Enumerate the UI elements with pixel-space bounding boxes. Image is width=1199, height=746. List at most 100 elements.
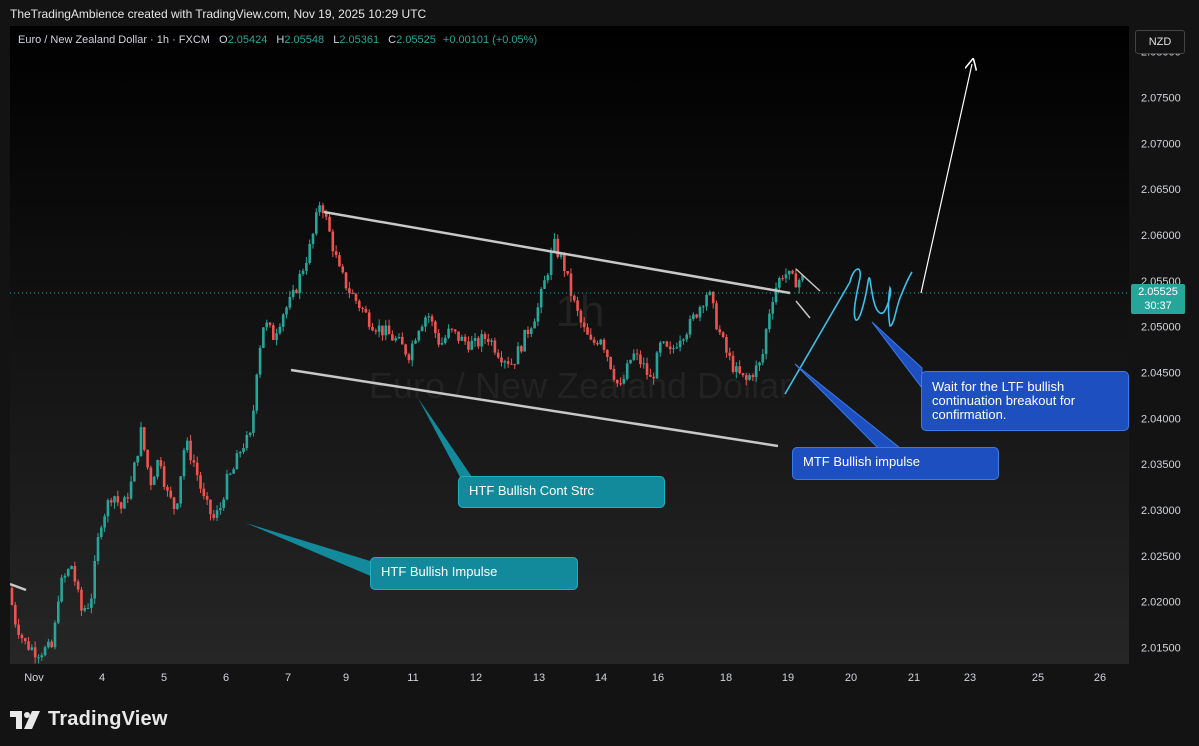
candle-body (338, 255, 341, 267)
candle-body (199, 475, 202, 489)
candle-body (490, 340, 493, 342)
chart-svg[interactable]: 1h Euro / New Zealand Dollar 2.080002.07… (9, 26, 1189, 690)
header-text: TheTradingAmbience created with TradingV… (10, 7, 427, 21)
candle-body (407, 354, 411, 361)
candle-body (430, 316, 434, 322)
candle-body (731, 355, 735, 372)
callout-mtf-impulse[interactable]: MTF Bullish impulse (792, 447, 999, 480)
candle-body (420, 326, 424, 331)
candle-body (486, 338, 490, 342)
price-tick-label: 2.03500 (1141, 459, 1181, 471)
candle-body (133, 462, 136, 482)
candle-body (189, 440, 192, 461)
candle-body (529, 328, 533, 334)
candle-body (192, 460, 196, 463)
time-axis[interactable]: Nov 4 5 6 7 9 11 12 13 14 16 18 19 20 21 23 25 26 (24, 672, 1106, 684)
channel-lower-line[interactable] (290, 368, 779, 448)
legend-high: 2.05548 (284, 34, 325, 46)
candle-body (328, 216, 331, 232)
candle-body (295, 289, 298, 293)
candle-body (655, 352, 659, 379)
candle-body (271, 325, 275, 340)
price-tick-label: 2.05000 (1141, 322, 1181, 334)
projection-scribble (784, 268, 913, 395)
candle-body (377, 325, 381, 332)
channel-upper-line[interactable] (323, 210, 791, 295)
candle-body (543, 280, 546, 289)
candle-body (222, 499, 225, 509)
currency-button[interactable]: NZD (1135, 30, 1185, 54)
candle-body (205, 496, 209, 500)
legend-open: 2.05424 (227, 34, 268, 46)
price-tick-label: 2.04500 (1141, 368, 1181, 380)
candle-body (473, 338, 477, 341)
time-tick-label: 7 (285, 672, 291, 684)
time-tick-label: 25 (1032, 672, 1044, 684)
candle-body (751, 375, 755, 378)
price-tick-label: 2.01500 (1141, 643, 1181, 655)
candle-body (533, 321, 536, 329)
candle-body (771, 302, 775, 314)
time-tick-label: 26 (1094, 672, 1106, 684)
candle-body (675, 347, 679, 349)
candle-body (314, 212, 318, 234)
candle-body (536, 307, 540, 322)
price-axis[interactable]: 2.080002.075002.070002.065002.060002.055… (1141, 47, 1181, 655)
candle-body (589, 334, 593, 340)
candle-body (14, 604, 17, 625)
price-tick-label: 2.02500 (1141, 551, 1181, 563)
candle-body (645, 363, 649, 375)
callout-htf-cont[interactable]: HTF Bullish Cont Strc (458, 476, 665, 508)
candle-body (549, 251, 553, 276)
candle-body (60, 577, 63, 602)
tradingview-logo[interactable]: TradingView (10, 708, 168, 731)
candle-body (639, 354, 642, 365)
candle-body (86, 607, 90, 609)
chart-area[interactable]: 1h Euro / New Zealand Dollar 2.080002.07… (9, 26, 1189, 690)
candle-body (457, 331, 460, 341)
left-trend-line[interactable] (9, 582, 27, 592)
candle-body (599, 339, 603, 345)
candle-body (705, 294, 708, 307)
callout-pointer-htf-cont (418, 398, 472, 477)
price-tick-label: 2.02000 (1141, 597, 1181, 609)
candle-body (341, 266, 345, 273)
candle-body (232, 469, 235, 474)
callout-htf-impulse[interactable]: HTF Bullish Impulse (370, 557, 578, 590)
candle-body (774, 287, 778, 303)
candle-body (404, 344, 407, 355)
candle-body (384, 325, 388, 336)
target-arrow (920, 64, 972, 294)
candle-body (321, 205, 325, 214)
candle-body (219, 508, 222, 511)
candle-body (394, 338, 397, 341)
candle-body (298, 273, 302, 293)
candle-body (596, 342, 599, 345)
candle-body (268, 322, 272, 326)
candle-body (503, 361, 507, 363)
candle-body (291, 289, 295, 297)
candle-body (334, 251, 338, 256)
candle-body (414, 340, 417, 344)
candle-body (510, 363, 513, 365)
candle-body (553, 238, 556, 252)
candle-body (572, 295, 576, 301)
candle-body (361, 307, 364, 309)
candle-body (185, 440, 189, 451)
candle-body (447, 328, 450, 338)
candle-body (764, 329, 768, 355)
candle-body (576, 300, 579, 311)
candle-body (725, 336, 728, 353)
time-tick-label: 16 (652, 672, 664, 684)
time-tick-label: 9 (343, 672, 349, 684)
candle-body (741, 373, 745, 376)
candle-body (166, 486, 169, 491)
callout-pointer-htf-impulse (246, 523, 380, 580)
candle-body (136, 455, 139, 463)
candle-body (23, 638, 27, 642)
callout-ltf-wait[interactable]: Wait for the LTF bullish continuation br… (921, 371, 1129, 431)
symbol-legend[interactable]: Euro / New Zealand Dollar · 1h · FXCM O2… (18, 34, 537, 46)
candle-body (76, 581, 80, 590)
watermark-symbol: Euro / New Zealand Dollar (369, 365, 791, 406)
candle-body (735, 366, 738, 372)
